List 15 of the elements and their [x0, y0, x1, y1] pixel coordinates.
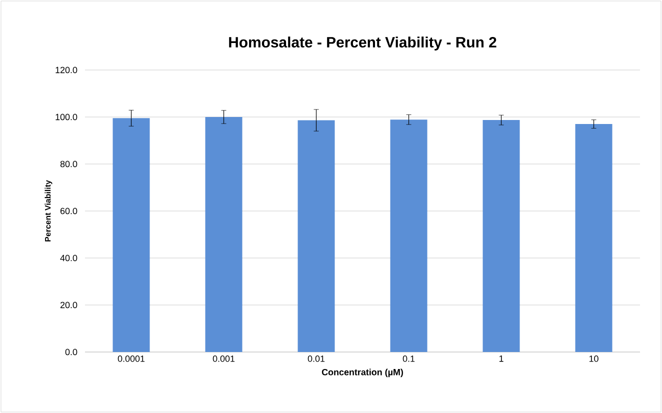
x-tick-label: 10 — [589, 356, 598, 362]
x-tick-label: 0.0001 — [118, 356, 145, 362]
x-tick-label: 0.001 — [212, 356, 235, 362]
chart-title: Homosalate - Percent Viability - Run 2 — [229, 36, 496, 50]
x-axis-title: Concentration (µM) — [322, 368, 403, 378]
y-tick-label: 80.0 — [60, 160, 78, 168]
x-tick-label: 0.1 — [402, 356, 415, 362]
y-tick-label: 20.0 — [60, 302, 78, 308]
x-tick-label: 1 — [499, 356, 504, 362]
y-tick-label: 60.0 — [60, 208, 78, 214]
y-tick-label: 0.0 — [65, 348, 78, 356]
y-tick-label: 120.0 — [56, 66, 78, 74]
y-tick-label: 100.0 — [56, 114, 78, 120]
x-tick-label: 0.01 — [308, 356, 325, 362]
y-tick-label: 40.0 — [60, 254, 78, 262]
